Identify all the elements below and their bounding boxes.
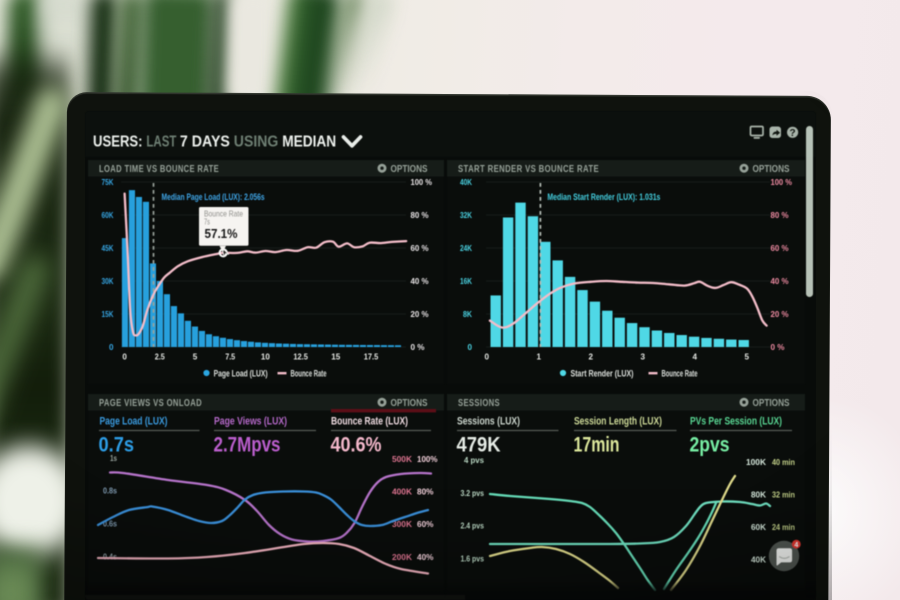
svg-text:15K: 15K	[102, 309, 115, 319]
svg-text:7s: 7s	[204, 217, 210, 227]
svg-text:2.5: 2.5	[155, 352, 165, 362]
svg-text:?: ?	[790, 128, 796, 139]
svg-text:200K: 200K	[392, 552, 413, 562]
svg-text:4: 4	[693, 352, 698, 362]
svg-text:OPTIONS: OPTIONS	[753, 164, 790, 175]
svg-text:40 min: 40 min	[772, 457, 795, 467]
svg-text:Bounce Rate: Bounce Rate	[662, 368, 698, 378]
svg-text:40.6%: 40.6%	[331, 433, 382, 457]
svg-text:60 %: 60 %	[771, 243, 789, 253]
svg-text:75K: 75K	[102, 177, 115, 187]
svg-text:0.6s: 0.6s	[103, 520, 117, 529]
svg-text:3.2 pvs: 3.2 pvs	[461, 489, 485, 498]
svg-text:2: 2	[589, 352, 594, 362]
svg-text:0: 0	[109, 342, 114, 352]
svg-text:SESSIONS: SESSIONS	[458, 397, 500, 409]
svg-text:80 %: 80 %	[411, 210, 429, 220]
svg-text:Bounce Rate: Bounce Rate	[291, 368, 327, 378]
svg-text:5: 5	[193, 352, 198, 362]
svg-text:LAST: LAST	[146, 134, 176, 151]
svg-text:100 %: 100 %	[771, 177, 793, 187]
svg-text:100%: 100%	[417, 454, 438, 464]
svg-text:MEDIAN: MEDIAN	[282, 134, 336, 151]
svg-text:OPTIONS: OPTIONS	[391, 398, 428, 409]
svg-text:0: 0	[468, 342, 473, 352]
svg-text:Page Load (LUX): Page Load (LUX)	[100, 416, 168, 428]
svg-text:20 %: 20 %	[771, 309, 789, 319]
svg-text:Median Page Load (LUX): 2.056s: Median Page Load (LUX): 2.056s	[162, 192, 265, 202]
svg-text:30K: 30K	[102, 276, 115, 286]
svg-text:1s: 1s	[110, 454, 117, 463]
svg-text:12.5: 12.5	[293, 352, 308, 362]
svg-text:USING: USING	[234, 134, 278, 151]
svg-text:Session Length (LUX): Session Length (LUX)	[574, 416, 662, 428]
svg-text:40 %: 40 %	[411, 276, 429, 286]
svg-text:10: 10	[261, 352, 270, 362]
svg-text:Page Load (LUX): Page Load (LUX)	[214, 368, 268, 378]
svg-text:START RENDER VS BOUNCE RATE: START RENDER VS BOUNCE RATE	[458, 163, 599, 175]
svg-text:40%: 40%	[417, 552, 434, 562]
svg-text:7.5: 7.5	[225, 352, 235, 362]
svg-text:Bounce Rate (LUX): Bounce Rate (LUX)	[331, 416, 408, 428]
svg-text:80%: 80%	[417, 487, 434, 497]
svg-text:8K: 8K	[463, 309, 473, 319]
svg-text:20 %: 20 %	[411, 309, 429, 319]
svg-text:PVs Per Session (LUX): PVs Per Session (LUX)	[690, 416, 782, 428]
svg-text:80K: 80K	[751, 490, 767, 500]
svg-text:Page Views (LUX): Page Views (LUX)	[214, 416, 287, 428]
svg-text:0 %: 0 %	[771, 342, 785, 352]
svg-text:60K: 60K	[102, 210, 115, 220]
svg-text:500K: 500K	[392, 454, 413, 464]
svg-text:Start Render (LUX): Start Render (LUX)	[571, 368, 634, 378]
svg-text:60K: 60K	[751, 522, 767, 532]
svg-text:2pvs: 2pvs	[690, 433, 730, 457]
svg-text:479K: 479K	[457, 433, 501, 457]
svg-text:40K: 40K	[460, 177, 473, 187]
svg-text:17.5: 17.5	[364, 352, 379, 362]
svg-text:4: 4	[794, 542, 798, 549]
svg-text:Sessions (LUX): Sessions (LUX)	[457, 416, 520, 428]
svg-text:60 %: 60 %	[411, 243, 429, 253]
svg-text:5: 5	[745, 352, 750, 362]
svg-text:2.4 pvs: 2.4 pvs	[461, 522, 485, 531]
svg-text:OPTIONS: OPTIONS	[391, 164, 428, 175]
svg-text:32K: 32K	[460, 210, 473, 220]
svg-text:24 min: 24 min	[772, 522, 795, 532]
svg-text:80 %: 80 %	[771, 210, 789, 220]
svg-text:USERS:: USERS:	[93, 134, 143, 151]
svg-text:60%: 60%	[417, 519, 434, 529]
svg-text:0.8s: 0.8s	[103, 487, 117, 496]
svg-text:17min: 17min	[574, 433, 620, 457]
svg-text:4 pvs: 4 pvs	[464, 456, 484, 465]
svg-text:45K: 45K	[102, 243, 115, 253]
svg-text:40 %: 40 %	[771, 276, 789, 286]
svg-text:15: 15	[331, 352, 340, 362]
svg-text:57.1%: 57.1%	[205, 226, 238, 241]
svg-text:300K: 300K	[392, 519, 413, 529]
svg-text:2.7Mpvs: 2.7Mpvs	[214, 433, 281, 457]
svg-text:32 min: 32 min	[772, 490, 795, 500]
svg-text:0: 0	[485, 352, 490, 362]
svg-text:OPTIONS: OPTIONS	[753, 398, 790, 409]
svg-text:16K: 16K	[460, 276, 473, 286]
svg-text:100K: 100K	[746, 457, 767, 467]
svg-text:100 %: 100 %	[411, 177, 433, 187]
svg-text:Bounce Rate: Bounce Rate	[204, 209, 243, 219]
svg-text:400K: 400K	[392, 487, 413, 497]
svg-text:PAGE VIEWS VS ONLOAD: PAGE VIEWS VS ONLOAD	[99, 397, 202, 409]
svg-text:24K: 24K	[460, 243, 473, 253]
svg-text:7 DAYS: 7 DAYS	[180, 134, 230, 151]
svg-text:0 %: 0 %	[411, 342, 425, 352]
svg-text:0: 0	[122, 352, 127, 362]
svg-text:1: 1	[537, 352, 542, 362]
svg-text:Median Start Render (LUX): 1.0: Median Start Render (LUX): 1.031s	[547, 192, 660, 202]
svg-text:LOAD TIME VS BOUNCE RATE: LOAD TIME VS BOUNCE RATE	[99, 163, 219, 175]
svg-text:1.6 pvs: 1.6 pvs	[461, 554, 485, 563]
svg-text:0.7s: 0.7s	[99, 433, 135, 457]
svg-text:3: 3	[641, 352, 646, 362]
svg-text:40K: 40K	[751, 555, 767, 565]
